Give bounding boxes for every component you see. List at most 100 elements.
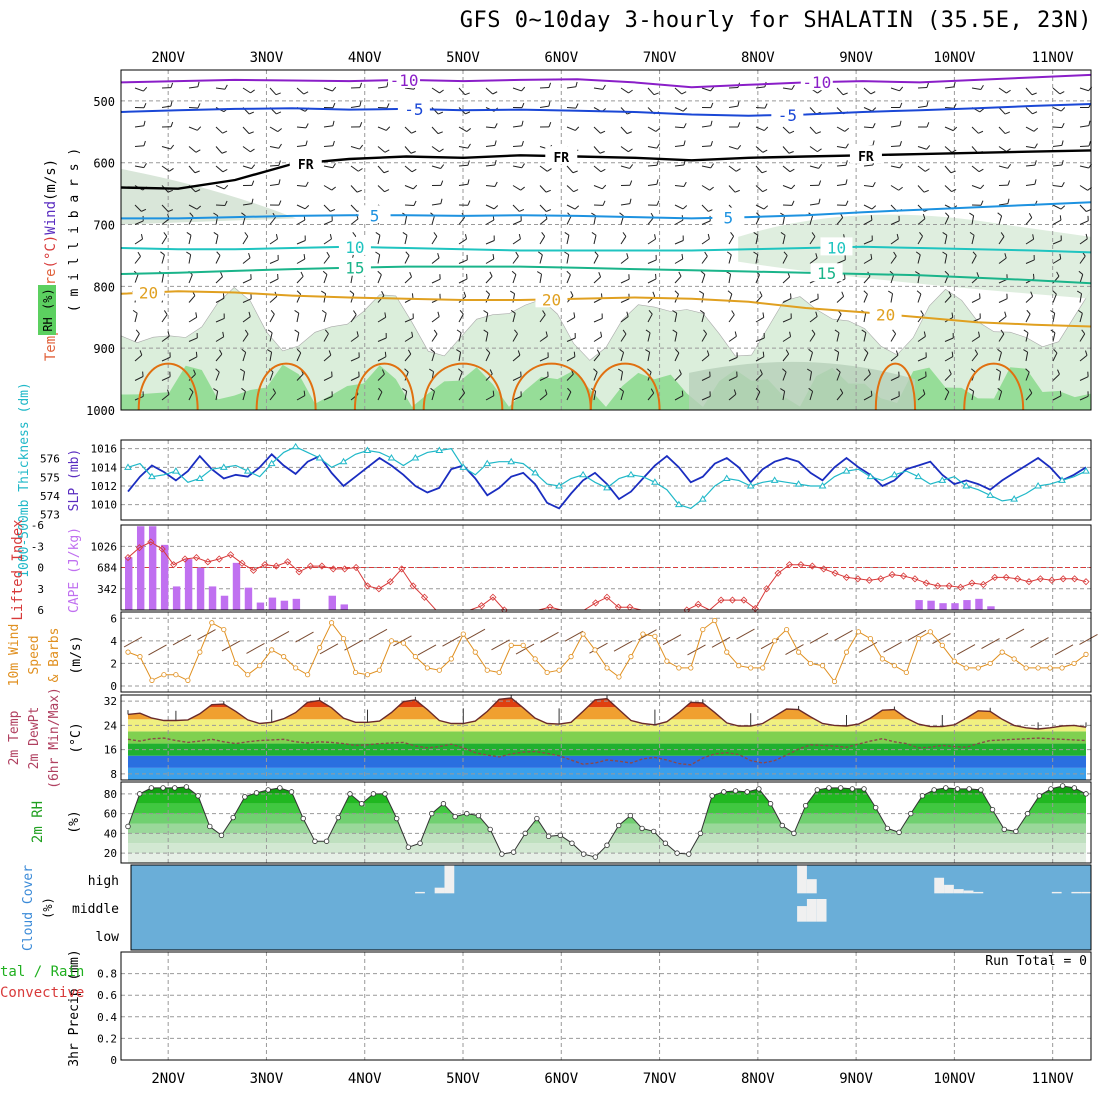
wind-ylabel: (m/s) bbox=[69, 635, 84, 674]
precip-legend-rain: tal / Rain bbox=[0, 964, 84, 980]
rh-marker bbox=[675, 851, 680, 856]
cloud-unit-label: (%) bbox=[41, 897, 55, 919]
cloud-high-bar bbox=[964, 891, 974, 894]
wind-speed-marker bbox=[760, 666, 764, 670]
rh-marker bbox=[838, 786, 843, 791]
rh-marker bbox=[616, 823, 621, 828]
wind-speed-marker bbox=[210, 621, 214, 625]
rh-marker bbox=[640, 826, 645, 831]
rh-marker bbox=[897, 830, 902, 835]
wind-speed-marker bbox=[1084, 652, 1088, 656]
date-label-bottom: 5NOV bbox=[446, 1071, 480, 1087]
wind-speed-marker bbox=[234, 661, 238, 665]
date-label-bottom: 8NOV bbox=[741, 1071, 775, 1087]
wind-tick-label: 6 bbox=[110, 612, 117, 625]
cross-section-ylabel2-text: ( m i l l i b a r s ) bbox=[67, 148, 82, 312]
rh-marker bbox=[511, 850, 516, 855]
rh-label: RH (%) bbox=[41, 288, 55, 331]
cloud-high-bar bbox=[1052, 892, 1062, 893]
cloud-high-bar bbox=[415, 892, 425, 893]
cloud-high-bar bbox=[797, 865, 807, 893]
wind-barb-flag bbox=[223, 293, 224, 298]
run-total-label: Run Total = 0 bbox=[985, 954, 1087, 969]
isotherm-label: 5 bbox=[370, 206, 380, 225]
isotherm-label: -10 bbox=[802, 73, 831, 92]
rh-marker bbox=[651, 829, 656, 834]
wind-speed-marker bbox=[545, 670, 549, 674]
wind-barb-flag bbox=[304, 391, 305, 396]
rh-marker bbox=[278, 786, 283, 791]
rh-marker bbox=[453, 814, 458, 819]
rh-marker bbox=[219, 833, 224, 838]
rh-unit-label: (%) bbox=[67, 810, 82, 833]
wind-barb bbox=[756, 108, 765, 109]
wind-barb bbox=[1053, 127, 1062, 128]
wind-speed-marker bbox=[713, 618, 717, 622]
rh-marker bbox=[803, 803, 808, 808]
lifted-ylabel: Lifted Index bbox=[10, 519, 26, 620]
rh-marker bbox=[686, 852, 691, 857]
wind-speed-marker bbox=[677, 666, 681, 670]
wind-barb-flag bbox=[385, 352, 386, 357]
wind-ylabel-text: & Barbs bbox=[47, 628, 62, 683]
rh-marker bbox=[523, 831, 528, 836]
cape-tick-label: 1026 bbox=[91, 540, 118, 553]
rh-marker bbox=[137, 792, 142, 797]
wind-speed-marker bbox=[150, 678, 154, 682]
rh-marker bbox=[780, 823, 785, 828]
cape-bar bbox=[951, 603, 958, 610]
cloud-high-bar bbox=[973, 892, 983, 893]
cloud-high-bar bbox=[1071, 892, 1081, 893]
ylabel-part: (m/s) bbox=[43, 159, 59, 201]
pressure-tick-label: 500 bbox=[93, 95, 115, 109]
date-label-bottom: 9NOV bbox=[839, 1071, 873, 1087]
wind-speed-marker bbox=[653, 634, 657, 638]
rh-marker bbox=[441, 801, 446, 806]
rh-marker bbox=[394, 816, 399, 821]
precip-tick-label: 0.8 bbox=[97, 968, 117, 981]
rh-marker bbox=[1060, 784, 1065, 789]
cape-bar bbox=[939, 603, 946, 610]
cloud-high-bar bbox=[1081, 892, 1091, 893]
wind-speed-marker bbox=[605, 666, 609, 670]
rh-marker bbox=[418, 841, 423, 846]
isotherm-label: 10 bbox=[345, 238, 364, 257]
wind-speed-marker bbox=[976, 666, 980, 670]
date-label-bottom: 10NOV bbox=[933, 1071, 976, 1087]
cape-bar bbox=[209, 586, 216, 610]
rh-marker bbox=[465, 811, 470, 816]
wind-speed-marker bbox=[844, 650, 848, 654]
date-label-bottom: 4NOV bbox=[348, 1071, 382, 1087]
temp-tick-label: 24 bbox=[104, 719, 118, 732]
cape-bar bbox=[149, 526, 156, 610]
cloud-mid-bar bbox=[797, 906, 807, 922]
precip-tick-label: 0 bbox=[110, 1054, 117, 1067]
wind-barb bbox=[567, 108, 576, 109]
rh-marker bbox=[581, 852, 586, 857]
wind-barb bbox=[702, 146, 711, 147]
wind-barb-flag bbox=[412, 293, 413, 298]
wind-barb bbox=[324, 146, 333, 147]
wind-speed-marker bbox=[509, 643, 513, 647]
wind-speed-marker bbox=[1072, 661, 1076, 665]
isotherm-label: 15 bbox=[817, 264, 836, 283]
wind-barb-flag bbox=[196, 352, 197, 357]
rh-marker bbox=[605, 843, 610, 848]
wind-barb-flag bbox=[682, 391, 683, 396]
temp-ylabel: 2m DewPt bbox=[27, 707, 42, 770]
wind-speed-marker bbox=[964, 666, 968, 670]
wind-barb bbox=[945, 108, 954, 109]
rh-marker bbox=[768, 801, 773, 806]
wind-speed-marker bbox=[832, 679, 836, 683]
cape-bar bbox=[185, 559, 192, 610]
rh-marker bbox=[850, 787, 855, 792]
temp-tick-label: 16 bbox=[104, 744, 117, 757]
pressure-tick-label: 1000 bbox=[86, 404, 115, 418]
cape-bar bbox=[221, 596, 228, 610]
wind-speed-marker bbox=[473, 650, 477, 654]
wind-speed-marker bbox=[1000, 650, 1004, 654]
temp-ylabel-text: 2m Temp bbox=[7, 710, 22, 765]
rh-marker bbox=[873, 805, 878, 810]
wind-speed-marker bbox=[868, 636, 872, 640]
